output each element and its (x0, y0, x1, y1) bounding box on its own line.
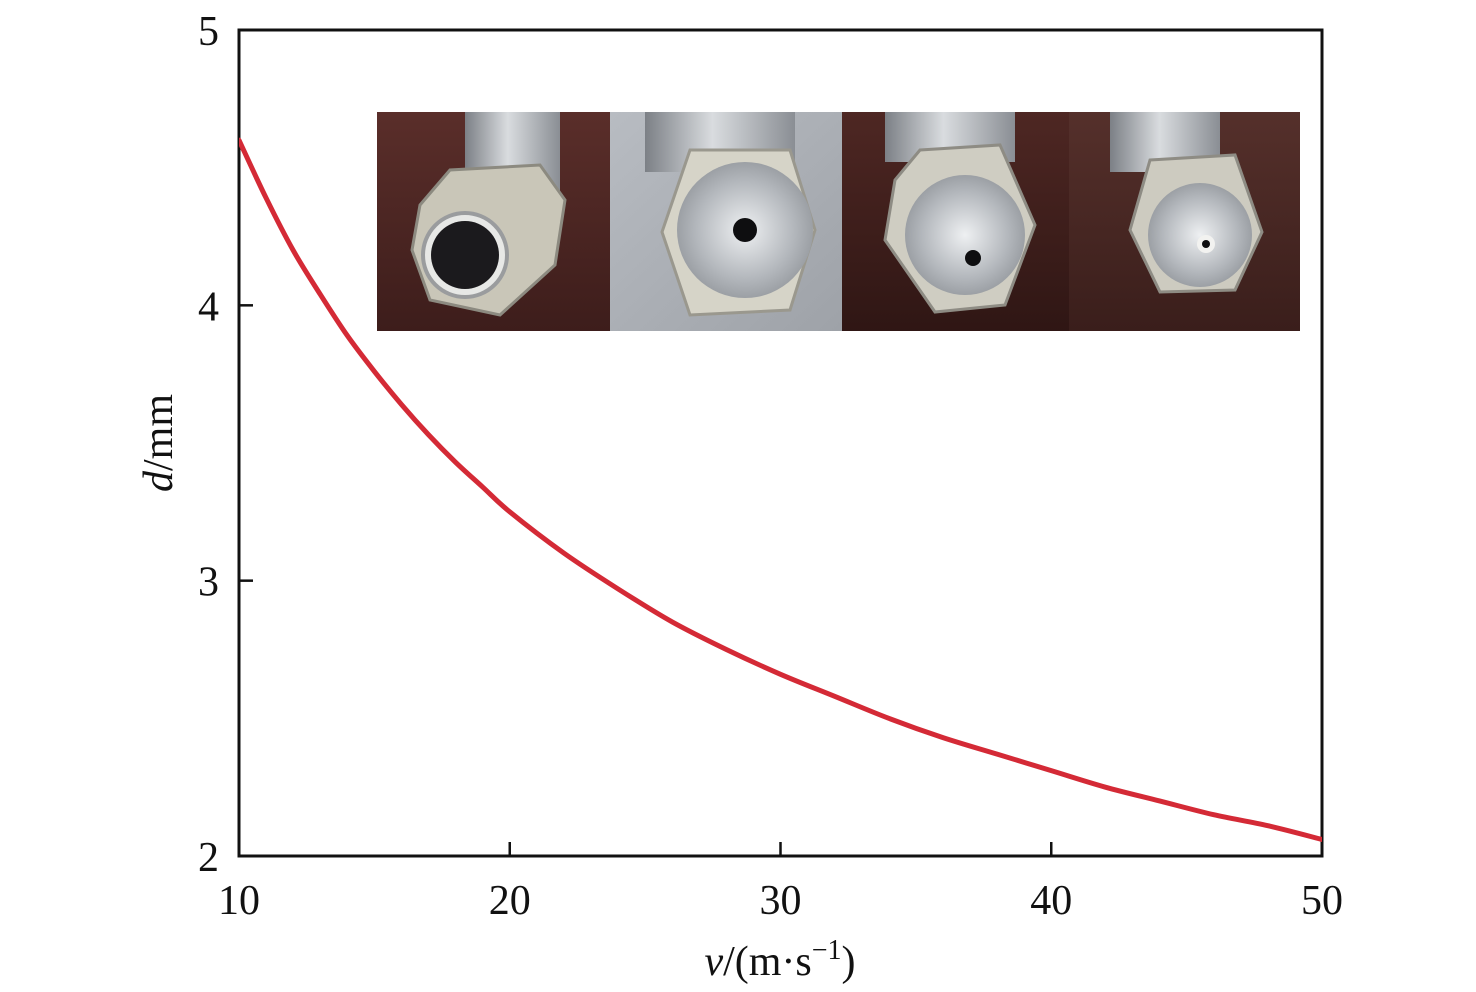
nozzle-photo-strip (377, 112, 1300, 331)
x-tick-label: 20 (489, 878, 531, 924)
y-tick-label: 2 (198, 835, 219, 881)
y-tick-label: 3 (198, 560, 219, 606)
nozzle-photo-panel-1 (377, 112, 610, 331)
y-tick-label: 4 (198, 284, 219, 330)
x-axis: 10 20 30 40 50 (218, 842, 1343, 924)
nozzle-photo-panel-3 (842, 112, 1069, 331)
x-tick-label: 30 (760, 878, 802, 924)
x-tick-label: 40 (1030, 878, 1072, 924)
nozzle-photo-panel-4 (1069, 112, 1300, 331)
series-layer (239, 137, 1322, 842)
y-axis: 2 3 4 5 (198, 9, 253, 881)
x-tick-label: 50 (1301, 878, 1343, 924)
x-axis-label: v/(m·s−1) (704, 935, 855, 985)
x-tick-label: 10 (218, 878, 260, 924)
nozzle-photo-panel-2 (610, 112, 842, 331)
y-tick-label: 5 (198, 9, 219, 55)
y-axis-label: d/mm (136, 394, 182, 492)
series-line-0 (239, 137, 1322, 842)
